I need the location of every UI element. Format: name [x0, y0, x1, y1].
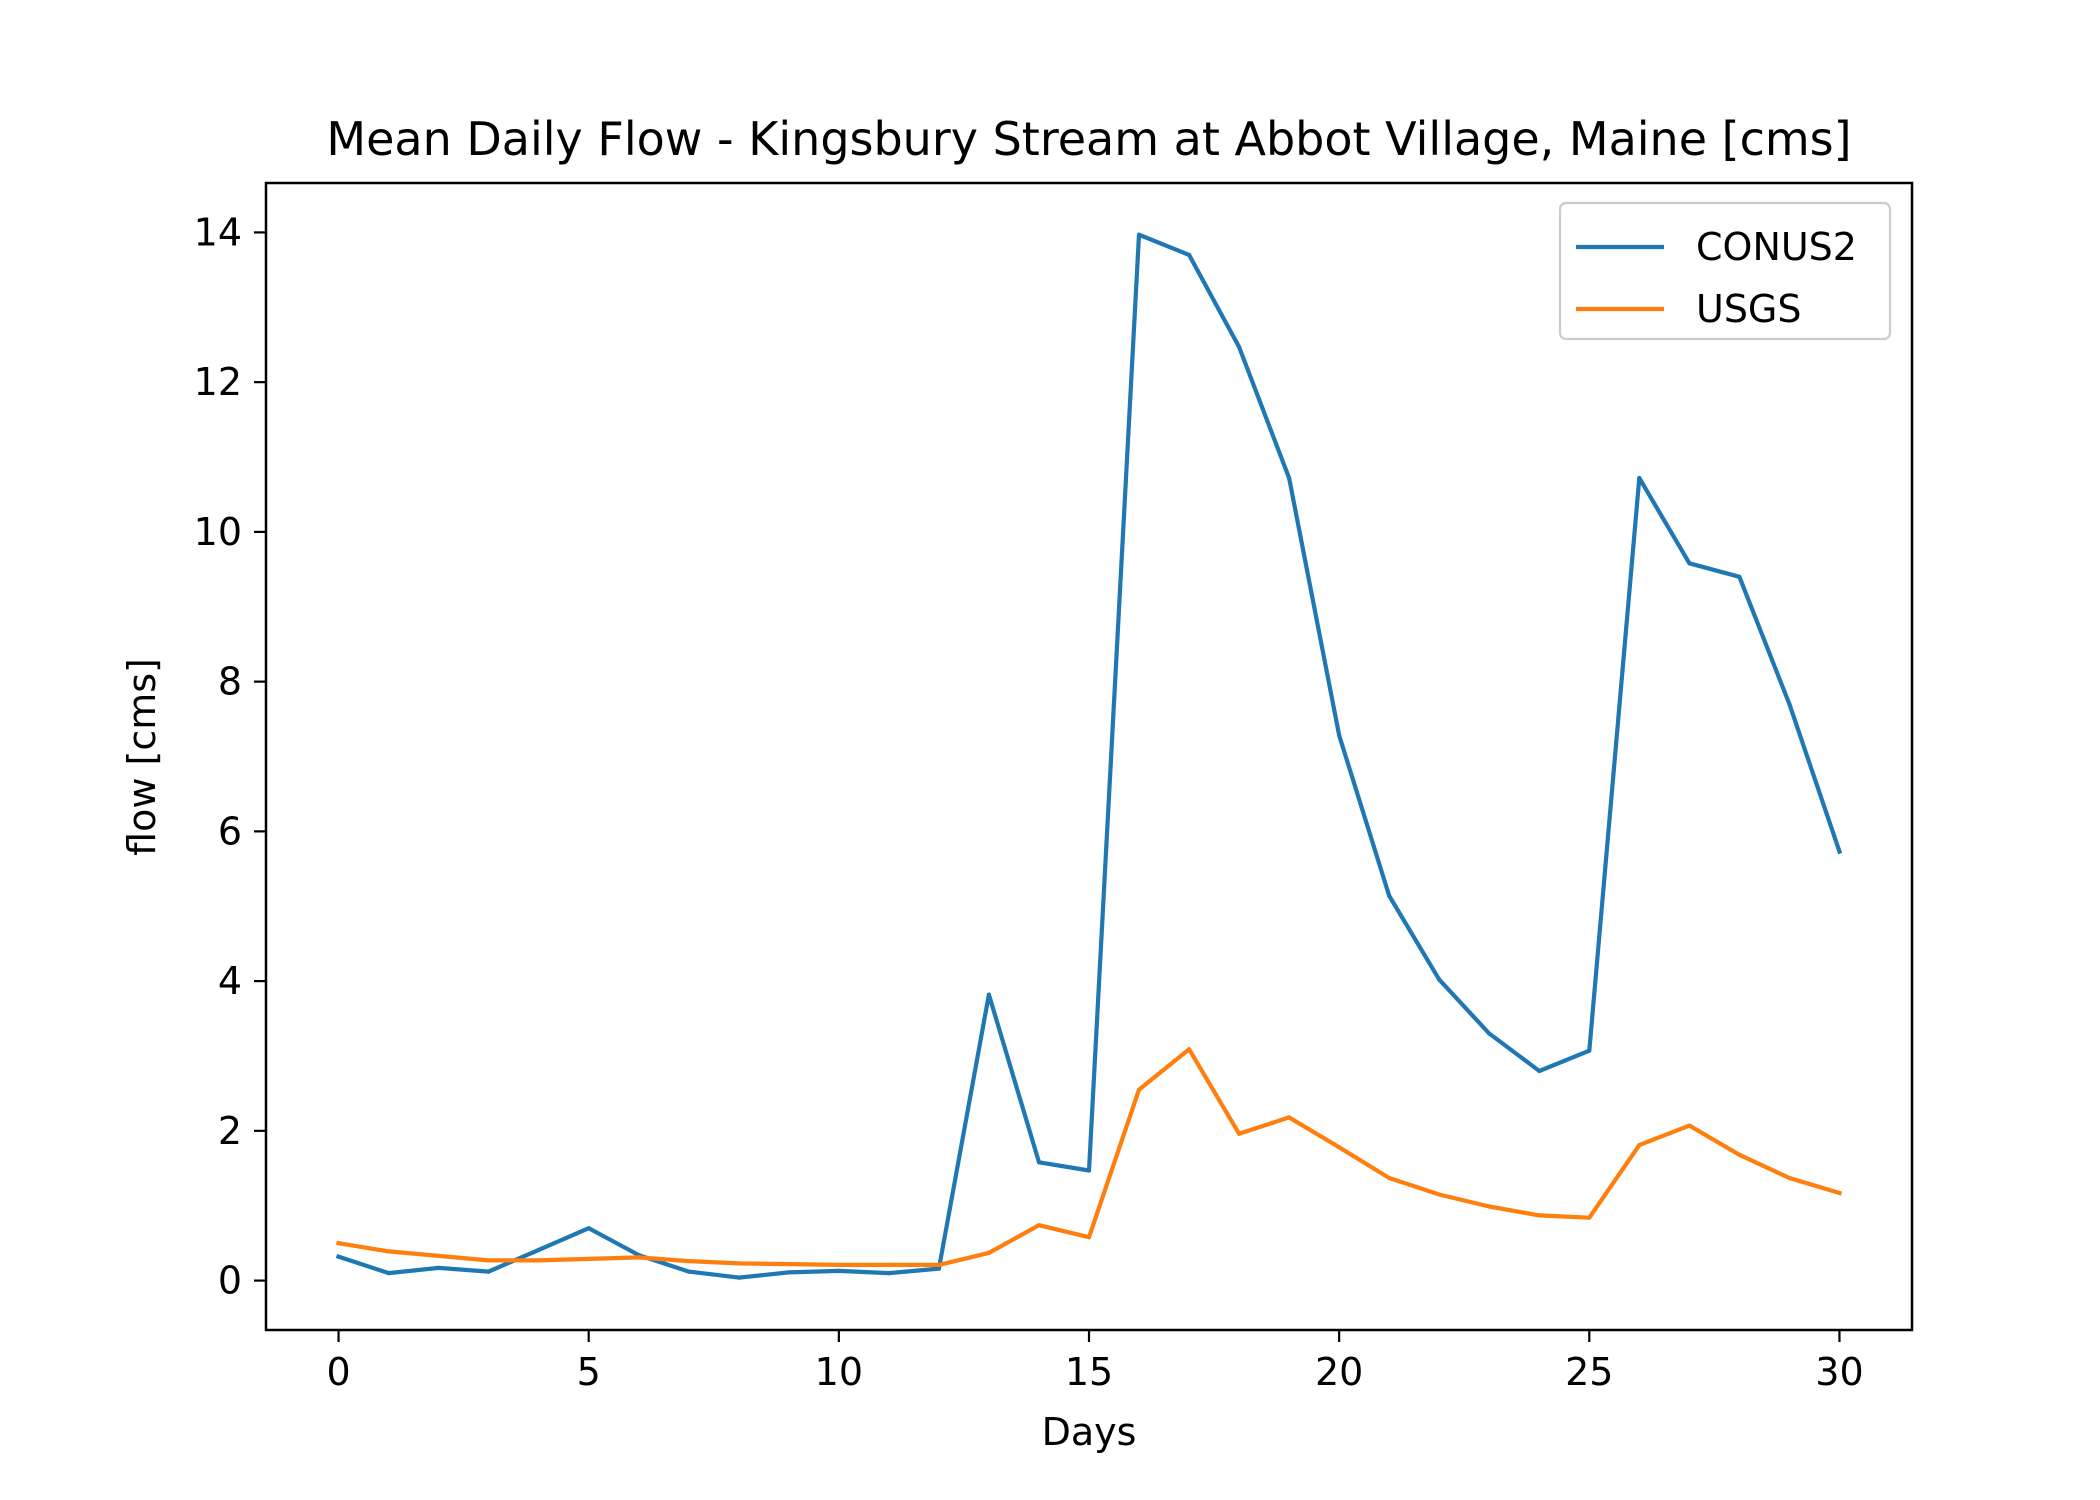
- data-point-conus2: [1637, 475, 1642, 481]
- data-point-conus2: [586, 1226, 591, 1231]
- data-point-usgs: [586, 1256, 591, 1261]
- data-point-conus2: [736, 1275, 741, 1280]
- data-point-usgs: [936, 1262, 942, 1267]
- data-point-conus2: [1737, 574, 1742, 579]
- data-point-usgs: [836, 1262, 841, 1267]
- data-point-conus2: [936, 1266, 942, 1271]
- data-point-conus2: [1036, 1160, 1042, 1165]
- data-point-usgs: [1086, 1235, 1092, 1240]
- data-point-usgs: [1187, 1047, 1192, 1052]
- data-point-usgs: [986, 1250, 992, 1255]
- data-point-usgs: [1687, 1123, 1692, 1128]
- data-point-conus2: [1437, 977, 1442, 982]
- data-point-conus2: [1687, 561, 1692, 566]
- data-point-conus2: [386, 1271, 391, 1276]
- data-point-conus2: [1587, 1048, 1592, 1053]
- data-point-usgs: [1237, 1131, 1242, 1136]
- data-point-usgs: [1837, 1190, 1842, 1196]
- legend-box: [1558, 201, 1892, 341]
- x-tick-label: 10: [815, 1350, 863, 1394]
- y-tick-label: 14: [194, 210, 242, 254]
- y-axis-label: flow [cms]: [120, 658, 164, 856]
- y-tick-label: 0: [218, 1259, 242, 1303]
- data-point-usgs: [536, 1258, 541, 1263]
- y-tick-label: 6: [218, 809, 242, 853]
- data-point-usgs: [686, 1259, 691, 1264]
- series-layer: [335, 232, 1843, 1280]
- x-tick-label: 25: [1565, 1350, 1613, 1394]
- x-tick-label: 0: [326, 1350, 350, 1394]
- data-point-conus2: [836, 1268, 841, 1273]
- x-axis-ticks: 0 5 10 15 20 25 30: [326, 1330, 1864, 1394]
- data-point-usgs: [1637, 1143, 1642, 1148]
- data-point-conus2: [1287, 475, 1292, 481]
- data-point-usgs: [886, 1262, 892, 1267]
- data-point-usgs: [1387, 1175, 1392, 1181]
- x-tick-label: 5: [577, 1350, 601, 1394]
- data-point-usgs: [1587, 1215, 1592, 1220]
- data-point-usgs: [336, 1241, 341, 1246]
- x-tick-label: 30: [1815, 1350, 1863, 1394]
- y-tick-label: 12: [194, 360, 242, 404]
- data-point-conus2: [1787, 702, 1792, 707]
- data-point-usgs: [1487, 1204, 1492, 1209]
- data-point-usgs: [436, 1253, 441, 1258]
- data-point-conus2: [1537, 1068, 1542, 1074]
- data-point-conus2: [1487, 1031, 1492, 1036]
- data-point-usgs: [1437, 1192, 1442, 1197]
- data-point-conus2: [1136, 232, 1142, 237]
- data-point-usgs: [1787, 1175, 1792, 1181]
- data-point-usgs: [486, 1258, 491, 1263]
- data-point-conus2: [1337, 733, 1342, 738]
- x-axis-label: Days: [1042, 1410, 1137, 1454]
- data-point-usgs: [1537, 1213, 1542, 1218]
- data-point-conus2: [1387, 893, 1392, 898]
- legend: CONUS2 USGS: [1558, 201, 1892, 341]
- data-point-usgs: [736, 1261, 741, 1266]
- y-axis-ticks: 0 2 4 6 8 10 12 14: [194, 210, 266, 1303]
- data-point-conus2: [536, 1247, 541, 1252]
- data-point-usgs: [386, 1249, 391, 1254]
- data-point-conus2: [686, 1269, 691, 1274]
- data-point-conus2: [1086, 1168, 1092, 1173]
- data-point-conus2: [1187, 252, 1192, 257]
- data-point-conus2: [786, 1270, 791, 1275]
- y-tick-label: 8: [218, 660, 242, 704]
- x-tick-label: 15: [1065, 1350, 1113, 1394]
- legend-label-usgs: USGS: [1696, 287, 1802, 331]
- data-point-conus2: [336, 1254, 341, 1259]
- y-tick-label: 4: [218, 959, 242, 1003]
- data-point-usgs: [1036, 1223, 1042, 1228]
- y-tick-label: 2: [218, 1109, 242, 1153]
- data-point-conus2: [486, 1269, 491, 1274]
- legend-label-conus2: CONUS2: [1696, 225, 1857, 269]
- data-point-usgs: [636, 1255, 641, 1260]
- data-point-usgs: [1136, 1087, 1142, 1092]
- data-point-conus2: [886, 1271, 892, 1276]
- y-tick-label: 10: [194, 510, 242, 554]
- data-point-conus2: [436, 1265, 441, 1270]
- data-point-conus2: [1837, 849, 1842, 854]
- data-point-usgs: [1287, 1115, 1292, 1120]
- data-point-usgs: [1737, 1152, 1742, 1157]
- data-point-usgs: [786, 1262, 791, 1267]
- data-point-usgs: [1337, 1145, 1342, 1150]
- x-tick-label: 20: [1315, 1350, 1363, 1394]
- data-point-conus2: [986, 992, 992, 997]
- data-point-conus2: [1237, 344, 1242, 350]
- chart-title: Mean Daily Flow - Kingsbury Stream at Ab…: [326, 112, 1851, 166]
